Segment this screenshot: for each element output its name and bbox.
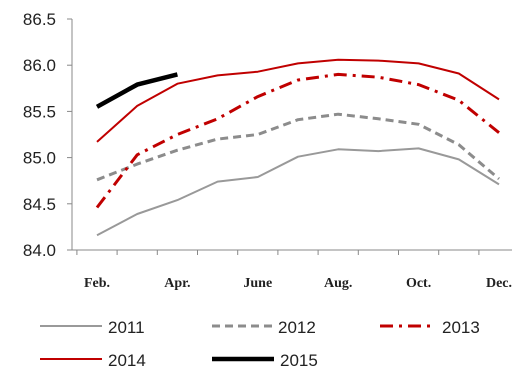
series-line-2011: [96, 147, 500, 237]
legend-label: 2015: [280, 351, 318, 370]
x-axis-tick-labels: Feb. Apr. June Aug. Oct. Dec.: [76, 250, 512, 291]
y-tick-label: 85.0: [23, 149, 56, 168]
legend-label: 2012: [278, 318, 316, 337]
y-axis-tick-labels: 84.0 84.5 85.0 85.5 86.0 86.5: [23, 10, 72, 260]
x-tick-label: Apr.: [164, 276, 190, 291]
chart-axes: [71, 19, 512, 251]
x-tick-label: June: [243, 276, 272, 291]
legend-item-2014: 2014: [40, 351, 146, 370]
legend-item-2011: 2011: [40, 318, 145, 337]
series-line-2013: [95, 72, 500, 209]
x-tick-label: Dec.: [486, 276, 512, 291]
y-tick-label: 86.0: [23, 56, 56, 75]
x-tick-label: Feb.: [84, 276, 110, 291]
chart-legend: 2011 2012 2013 2014 2015: [40, 318, 480, 370]
legend-item-2015: 2015: [212, 351, 318, 370]
series-line-2012: [96, 112, 500, 182]
y-tick-label: 86.5: [23, 10, 56, 29]
series-line-2014: [96, 58, 500, 143]
legend-item-2013: 2013: [380, 318, 480, 337]
legend-item-2012: 2012: [212, 318, 316, 337]
legend-label: 2014: [108, 351, 146, 370]
y-tick-label: 84.0: [23, 241, 56, 260]
x-tick-label: Aug.: [324, 276, 352, 291]
legend-label: 2013: [442, 318, 480, 337]
legend-label: 2011: [108, 318, 145, 337]
y-tick-label: 85.5: [23, 102, 56, 121]
x-tick-label: Oct.: [406, 276, 431, 291]
y-tick-label: 84.5: [23, 195, 56, 214]
chart-series: [95, 58, 500, 237]
